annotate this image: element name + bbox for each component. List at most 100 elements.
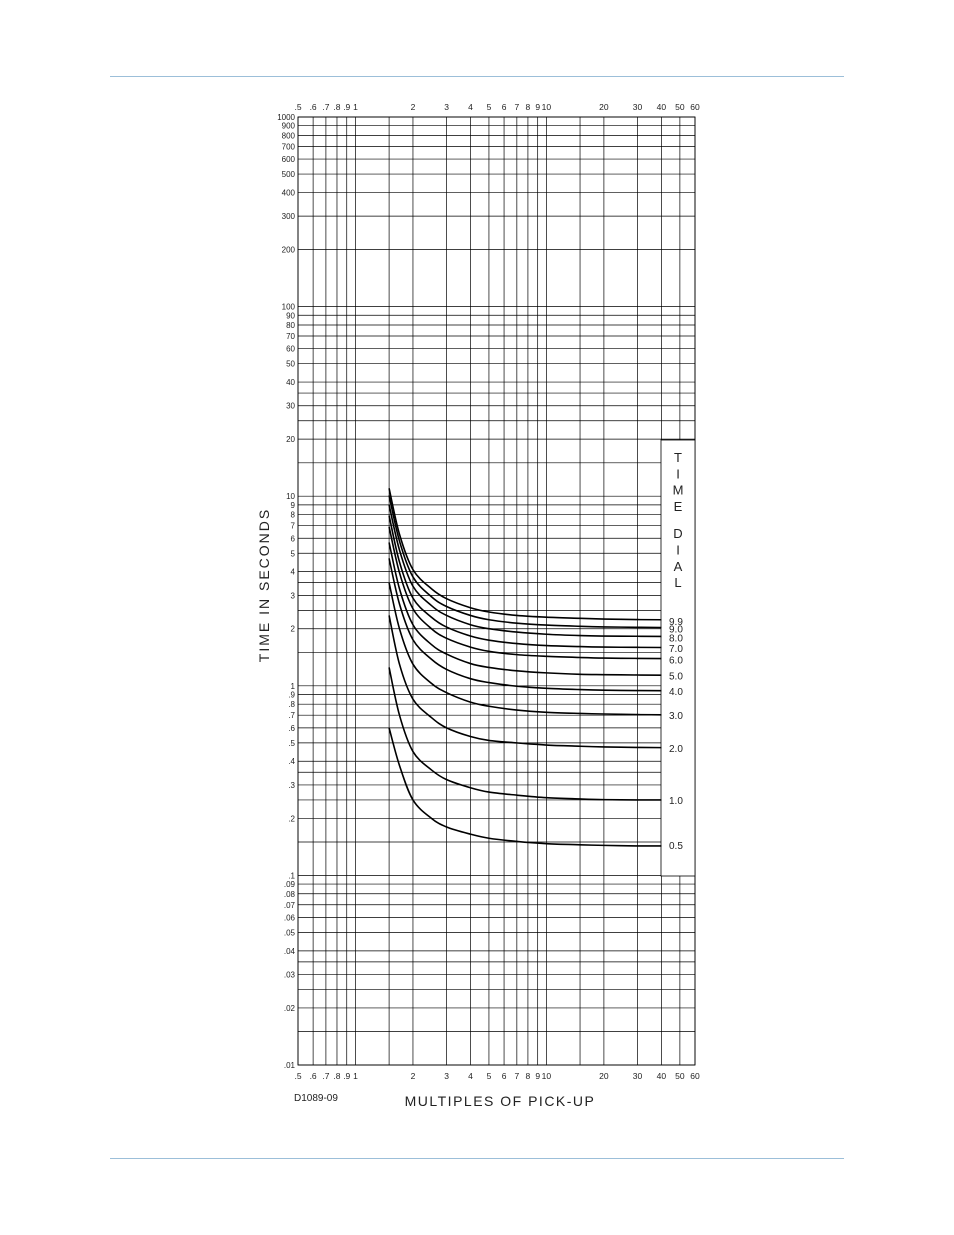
- y-tick-label: 60: [286, 345, 295, 354]
- x-tick-label: 2: [411, 102, 416, 112]
- y-tick-label: .08: [284, 890, 296, 899]
- x-tick-label: 30: [633, 102, 643, 112]
- x-tick-label: 10: [542, 1071, 552, 1081]
- time-dial-title-letter: T: [674, 450, 682, 465]
- x-axis-label: MULTIPLES OF PICK-UP: [405, 1093, 596, 1109]
- x-tick-label: .9: [343, 102, 350, 112]
- time-dial-label: 2.0: [669, 744, 683, 755]
- y-tick-label: 90: [286, 311, 295, 320]
- y-tick-label: 8: [291, 511, 296, 520]
- x-tick-label: 5: [487, 102, 492, 112]
- x-tick-label: 9: [535, 102, 540, 112]
- time-dial-title-letter: I: [676, 543, 680, 558]
- time-dial-label: 7.0: [669, 644, 683, 655]
- x-tick-label: .9: [343, 1071, 350, 1081]
- x-tick-label: 1: [353, 102, 358, 112]
- time-dial-curve-6.0: [388, 526, 662, 660]
- y-tick-label: .5: [288, 739, 295, 748]
- y-tick-label: .06: [284, 913, 296, 922]
- time-dial-curve-4.0: [388, 558, 662, 692]
- time-dial-curve-2.0: [388, 615, 662, 749]
- y-tick-label: 40: [286, 378, 295, 387]
- y-tick-label: 1000: [277, 113, 295, 122]
- x-tick-label: 3: [444, 102, 449, 112]
- x-tick-label: 8: [526, 102, 531, 112]
- header-rule: [110, 76, 844, 77]
- time-dial-curve-7.0: [388, 515, 662, 649]
- footer-rule: [110, 1158, 844, 1159]
- y-tick-label: .6: [288, 724, 295, 733]
- time-dial-curve-8.0: [388, 504, 662, 638]
- time-dial-curve-9.0: [388, 495, 662, 629]
- y-tick-label: 3: [291, 591, 296, 600]
- x-tick-label: 6: [502, 1071, 507, 1081]
- y-tick-label: .8: [288, 700, 295, 709]
- time-dial-label: 8.0: [669, 633, 683, 644]
- x-tick-labels-top: .5 .6 .7 .8.9 1 2 3 4 5 6 7 8 9 10 20 30 40 50 60: [294, 102, 700, 112]
- x-tick-label: 20: [599, 102, 609, 112]
- time-dial-curve-3.0: [388, 582, 662, 716]
- x-tick-label: .8: [333, 102, 340, 112]
- y-tick-label: .03: [284, 971, 296, 980]
- y-tick-label: 900: [282, 122, 296, 131]
- y-tick-label: .07: [284, 901, 296, 910]
- x-tick-label: 8: [526, 1071, 531, 1081]
- time-dial-label: 3.0: [669, 711, 683, 722]
- x-tick-label: 4: [468, 1071, 473, 1081]
- x-tick-label: 10: [542, 102, 552, 112]
- y-tick-label: .09: [284, 880, 296, 889]
- time-dial-curve-1.0: [388, 667, 662, 801]
- x-tick-labels-bottom: .5 .6 .7 .8.9 1 2 3 4 5 6 7 8 9 10 20 30 40 50 60: [294, 1071, 700, 1081]
- x-tick-label: 40: [657, 102, 667, 112]
- time-dial-label: 0.5: [669, 841, 683, 852]
- y-tick-label: 500: [282, 170, 296, 179]
- y-tick-label: 400: [282, 188, 296, 197]
- time-dial-title-letter: M: [673, 483, 684, 498]
- y-tick-label: 700: [282, 142, 296, 151]
- y-tick-label: 600: [282, 155, 296, 164]
- x-tick-label: 40: [657, 1071, 667, 1081]
- time-dial-curve-0.5: [388, 727, 662, 847]
- y-tick-label: 100: [282, 303, 296, 312]
- time-dial-curves: [388, 488, 662, 847]
- x-tick-label: 9: [535, 1071, 540, 1081]
- time-dial-title-letter: D: [673, 526, 682, 541]
- time-dial-title-letter: I: [676, 466, 680, 481]
- x-tick-label: 5: [487, 1071, 492, 1081]
- x-tick-label: .6: [310, 1071, 317, 1081]
- y-tick-label: .02: [284, 1004, 296, 1013]
- time-dial-labels: 0.5 1.0 2.0 3.0 4.0 5.0 6.07.08.09.09.9: [669, 617, 683, 852]
- y-tick-label: 300: [282, 212, 296, 221]
- y-tick-label: 80: [286, 321, 295, 330]
- x-tick-label: 20: [599, 1071, 609, 1081]
- time-dial-label: 5.0: [669, 672, 683, 683]
- x-tick-label: 6: [502, 102, 507, 112]
- y-tick-label: 10: [286, 492, 295, 501]
- y-tick-label: 200: [282, 246, 296, 255]
- y-tick-label: .1: [288, 871, 295, 880]
- y-axis-label: TIME IN SECONDS: [256, 508, 272, 662]
- y-tick-label: .4: [288, 757, 295, 766]
- time-dial-title-letter: E: [674, 499, 683, 514]
- y-tick-label: 4: [291, 568, 296, 577]
- x-tick-label: 30: [633, 1071, 643, 1081]
- x-tick-label: 7: [514, 102, 519, 112]
- x-tick-label: 1: [353, 1071, 358, 1081]
- y-tick-label: .9: [288, 690, 295, 699]
- time-dial-curve-9.9: [388, 488, 662, 621]
- x-tick-label: 50: [675, 102, 685, 112]
- y-tick-label: .7: [288, 711, 295, 720]
- time-dial-title-letter: A: [674, 559, 683, 574]
- y-tick-label: 70: [286, 332, 295, 341]
- y-tick-label: 30: [286, 402, 295, 411]
- time-dial-label: 1.0: [669, 796, 683, 807]
- time-dial-label: 9.0: [669, 624, 683, 635]
- y-tick-label: .3: [288, 781, 295, 790]
- y-tick-label: .01: [284, 1061, 296, 1070]
- x-tick-label: .5: [294, 1071, 301, 1081]
- plot-frame: [297, 116, 696, 1066]
- time-dial-label: 9.9: [669, 617, 683, 628]
- y-tick-label: 20: [286, 435, 295, 444]
